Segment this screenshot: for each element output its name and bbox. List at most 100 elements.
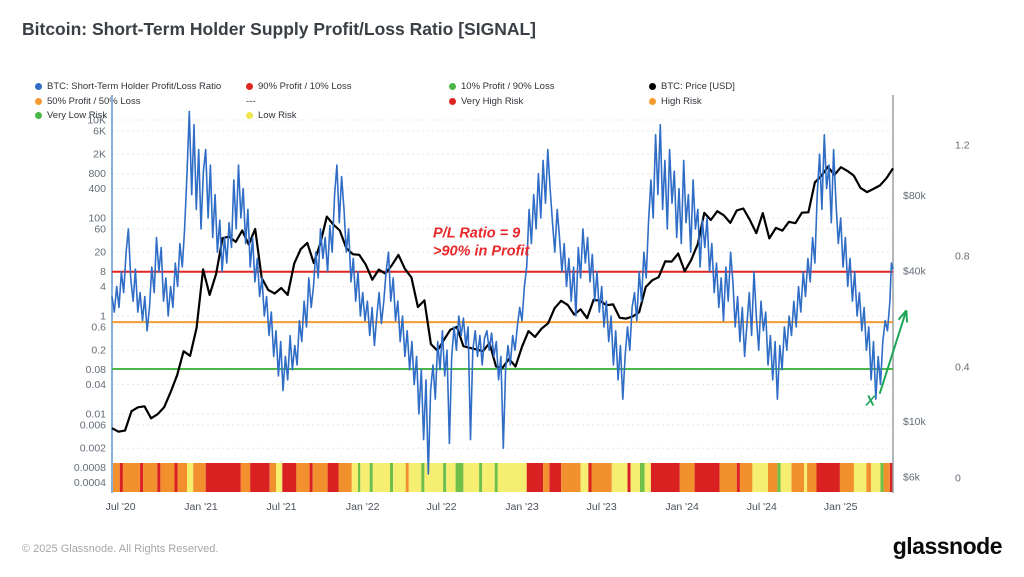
y-axis-label-left: 20	[94, 247, 106, 259]
y-axis-label-left: 400	[88, 183, 106, 195]
heatmap-segment	[736, 463, 740, 492]
legend-item-label: Very Low Risk	[47, 110, 108, 121]
heatmap-segment	[205, 463, 241, 492]
heatmap-segment	[591, 463, 612, 492]
legend-item[interactable]: 10% Profit / 90% Loss	[449, 81, 554, 92]
legend-item[interactable]: Very Low Risk	[35, 110, 107, 121]
y-axis-label-price: $80k	[903, 190, 927, 202]
heatmap-segment	[883, 463, 890, 492]
heatmap-segment	[816, 463, 840, 492]
chart-annotation-text: P/L Ratio = 9	[433, 226, 520, 242]
legend-item[interactable]: BTC: Price [USD]	[649, 81, 735, 92]
legend-item[interactable]: 90% Profit / 10% Loss	[246, 81, 351, 92]
x-axis-label: Jan '21	[184, 501, 218, 513]
x-axis-label: Jul '20	[106, 501, 136, 513]
legend-item-label: 50% Profit / 50% Loss	[47, 96, 141, 107]
heatmap-segment	[588, 463, 592, 492]
y-axis-label-left: 0.2	[91, 345, 106, 357]
heatmap-segment	[804, 463, 808, 492]
legend-item-label: Very High Risk	[461, 96, 524, 107]
heatmap-segment	[143, 463, 158, 492]
legend-color-dot-icon	[35, 112, 42, 119]
heatmap-segment	[351, 463, 358, 492]
x-axis-label: Jul '24	[747, 501, 777, 513]
legend-color-dot-icon	[649, 98, 656, 105]
heatmap-segment	[358, 463, 361, 492]
heatmap-segment	[497, 463, 527, 492]
y-axis-label-risk: 0.4	[955, 362, 970, 374]
x-axis-label: Jan '24	[665, 501, 699, 513]
glassnode-logo: glassnode	[892, 533, 1003, 559]
copyright-text: © 2025 Glassnode. All Rights Reserved.	[22, 543, 219, 555]
x-axis-label: Jan '25	[824, 501, 858, 513]
y-axis-label-left: 0.04	[86, 379, 107, 391]
heatmap-segment	[768, 463, 778, 492]
heatmap-segment	[644, 463, 651, 492]
heatmap-segment	[543, 463, 550, 492]
legend-item[interactable]: Low Risk	[246, 110, 297, 121]
y-axis-label-left: 0.002	[80, 443, 106, 455]
y-axis-label-left: 0.01	[86, 409, 107, 421]
legend-color-dot-icon	[449, 83, 456, 90]
heatmap-segment	[193, 463, 206, 492]
heatmap-segment	[269, 463, 276, 492]
legend-color-dot-icon	[35, 98, 42, 105]
heatmap-segment	[443, 463, 447, 492]
heatmap-segment	[719, 463, 737, 492]
y-axis-label-risk: 0.8	[955, 251, 970, 263]
y-axis-label-risk: 0	[955, 473, 961, 485]
heatmap-segment	[390, 463, 394, 492]
trend-arrow-head	[897, 309, 909, 323]
legend-item[interactable]: Very High Risk	[449, 96, 523, 107]
heatmap-segment	[526, 463, 544, 492]
legend-color-dot-icon	[35, 83, 42, 90]
heatmap-segment	[630, 463, 640, 492]
x-axis-label: Jan '22	[346, 501, 380, 513]
y-axis-label-left: 0.08	[86, 364, 107, 376]
y-axis-label-left: 8	[100, 266, 106, 278]
price-series-line[interactable]	[111, 165, 894, 433]
legend-color-dot-icon	[449, 98, 456, 105]
legend-item-label: High Risk	[661, 96, 702, 107]
heatmap-segment	[276, 463, 283, 492]
heatmap-segment	[312, 463, 328, 492]
legend-item[interactable]: ---	[246, 96, 256, 107]
heatmap-segment	[494, 463, 498, 492]
heatmap-segment	[177, 463, 187, 492]
heatmap-segment	[853, 463, 867, 492]
heatmap-segment	[174, 463, 178, 492]
y-axis-label-risk: 1.2	[955, 140, 970, 152]
heatmap-segment	[360, 463, 370, 492]
heatmap-segment	[549, 463, 562, 492]
y-axis-label-left: 0.0004	[74, 477, 106, 489]
heatmap-segment	[839, 463, 854, 492]
heatmap-segment	[424, 463, 444, 492]
chart-annotation-text: >90% in Profit	[433, 244, 530, 260]
y-axis-label-left: 100	[88, 213, 106, 225]
heatmap-segment	[739, 463, 753, 492]
heatmap-segment	[482, 463, 495, 492]
legend-item[interactable]: High Risk	[649, 96, 702, 107]
legend-color-dot-icon	[649, 83, 656, 90]
y-axis-label-left: 6K	[93, 125, 106, 137]
ratio-series-line[interactable]	[111, 110, 894, 475]
legend-item[interactable]: 50% Profit / 50% Loss	[35, 96, 140, 107]
legend-item-label: BTC: Price [USD]	[661, 81, 735, 92]
legend-item[interactable]: BTC: Short-Term Holder Profit/Loss Ratio	[35, 81, 221, 92]
heatmap-segment	[777, 463, 781, 492]
legend-color-dot-icon	[246, 83, 253, 90]
heatmap-segment	[611, 463, 628, 492]
heatmap-segment	[296, 463, 310, 492]
heatmap-segment	[791, 463, 804, 492]
heatmap-segment	[282, 463, 297, 492]
heatmap-segment	[405, 463, 409, 492]
heatmap-segment	[140, 463, 144, 492]
chart-annotation-text: X	[865, 393, 877, 409]
heatmap-segment	[187, 463, 194, 492]
legend-item-label: ---	[246, 96, 256, 107]
heatmap-segment	[309, 463, 313, 492]
y-axis-label-price: $6k	[903, 472, 921, 484]
heatmap-segment	[369, 463, 373, 492]
